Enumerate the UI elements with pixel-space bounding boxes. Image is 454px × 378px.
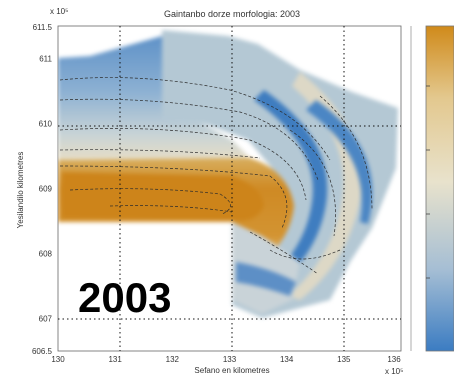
upper-channel-zone — [58, 36, 250, 160]
y-tick-label: 606.5 — [32, 347, 53, 356]
x-tick-label: 132 — [166, 355, 180, 364]
y-tick-label: 608 — [39, 250, 53, 259]
lobe-blue-channel — [254, 90, 328, 286]
x-tick-label: 134 — [280, 355, 294, 364]
x-tick-label: 135 — [337, 355, 351, 364]
y-axis-label: Yesilandilo kilometres — [16, 152, 25, 229]
x-ticks: 130 131 132 133 134 135 136 — [51, 355, 401, 364]
chart-title: Gaintanbo dorze morfologia: 2003 — [164, 9, 300, 19]
bathymetry-map — [58, 30, 398, 318]
year-annotation: 2003 — [78, 274, 171, 321]
x-axis-label: Sefano en kilometres — [194, 366, 269, 375]
y-tick-label: 611 — [39, 55, 52, 64]
y-tick-label: 610 — [39, 120, 53, 129]
lower-flank-blue — [236, 262, 296, 296]
shoal-core — [62, 172, 264, 221]
grid-lines — [58, 26, 401, 351]
x-tick-label: 136 — [387, 355, 401, 364]
x-tick-label: 130 — [51, 355, 65, 364]
colorbar — [425, 25, 454, 352]
x-tick-label: 131 — [108, 355, 122, 364]
x-tick-label: 133 — [223, 355, 237, 364]
colorbar-ticks — [426, 85, 430, 279]
y-tick-label: 609 — [39, 185, 53, 194]
lobe-blue-channel-outer — [306, 100, 373, 224]
x-exponent-label: x 10⁵ — [385, 367, 403, 376]
y-tick-label: 611.5 — [33, 23, 53, 32]
contour-lines — [59, 77, 373, 275]
y-ticks: 606.5 607 608 609 610 611 611.5 — [32, 23, 53, 356]
y-exponent-label: x 10⁵ — [50, 7, 68, 16]
y-tick-label: 607 — [39, 315, 53, 324]
